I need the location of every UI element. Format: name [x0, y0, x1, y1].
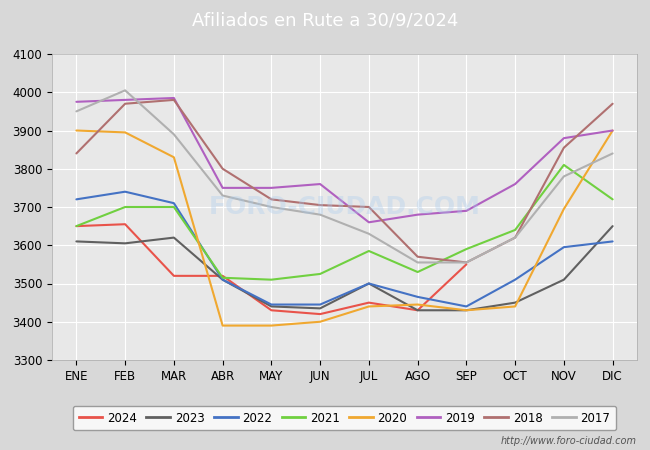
Legend: 2024, 2023, 2022, 2021, 2020, 2019, 2018, 2017: 2024, 2023, 2022, 2021, 2020, 2019, 2018… — [73, 406, 616, 431]
Text: http://www.foro-ciudad.com: http://www.foro-ciudad.com — [501, 436, 637, 446]
Text: Afiliados en Rute a 30/9/2024: Afiliados en Rute a 30/9/2024 — [192, 11, 458, 29]
Text: FORO-CIUDAD.COM: FORO-CIUDAD.COM — [209, 195, 480, 219]
